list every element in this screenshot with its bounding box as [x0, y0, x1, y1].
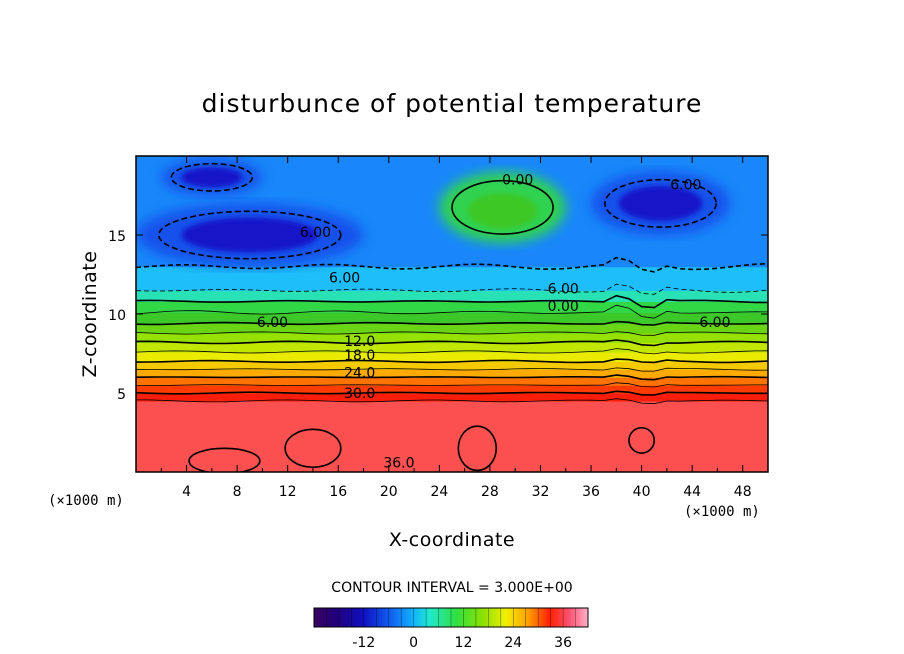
- x-tick-label: 28: [481, 484, 499, 500]
- contour-line: [136, 374, 768, 381]
- field-band: [136, 332, 768, 344]
- y-tick-label: 10: [108, 308, 126, 324]
- zero-contour: [451, 179, 554, 235]
- field-band: [136, 400, 768, 472]
- x-tick-label: 40: [633, 484, 651, 500]
- contour-line: [136, 390, 768, 396]
- temperature-field: [136, 156, 768, 472]
- contour-label: 36.0: [383, 456, 414, 472]
- warm-contour: [628, 426, 656, 454]
- contour-label: 6.00: [300, 225, 331, 241]
- contour-line: [136, 331, 768, 336]
- colorbar-tick-label: 0: [409, 635, 418, 651]
- cold-anomaly-core: [618, 186, 703, 221]
- y-tick-label: 5: [117, 387, 126, 403]
- y-axis-ticks: 5 10 15: [108, 229, 768, 403]
- x-tick-label: 20: [380, 484, 398, 500]
- x-tick-label: 16: [329, 484, 347, 500]
- field-band: [136, 369, 768, 378]
- warm-contour: [284, 428, 342, 469]
- colorbar-tick-label: -12: [352, 635, 375, 651]
- field-band: [136, 342, 768, 353]
- contour-labels: 0.00 6.006.006.006.000.006.00 6.0012.018.0…: [257, 173, 731, 472]
- field-band: [136, 312, 768, 325]
- colorbar-ticks: -12 0 12 24 36: [326, 608, 576, 651]
- contour-label: 6.00: [699, 315, 730, 331]
- y-tick-label: 15: [108, 229, 126, 245]
- contour-line: [136, 320, 768, 326]
- contour-label: 0.00: [502, 173, 533, 189]
- negative-contour: [157, 210, 342, 260]
- field-band: [136, 290, 768, 302]
- contour-line: [136, 358, 768, 364]
- contour-label: 24.0: [344, 365, 375, 381]
- negative-contour: [170, 162, 254, 192]
- colorbar-tick-label: 36: [554, 635, 572, 651]
- contour-line: [136, 398, 768, 405]
- x-tick-label: 36: [582, 484, 600, 500]
- warm-contour: [457, 425, 498, 472]
- cold-anomaly-core: [181, 217, 319, 253]
- field-band: [136, 377, 768, 386]
- contour-line: [136, 348, 768, 355]
- field-band: [136, 385, 768, 394]
- y-unit-label: (×1000 m): [48, 493, 124, 509]
- warm-contour: [188, 447, 261, 472]
- y-axis-label: Z-coordinate: [79, 251, 101, 378]
- field-band: [136, 323, 768, 334]
- x-tick-label: 32: [532, 484, 550, 500]
- contour-interval-label: CONTOUR INTERVAL = 3.000E+00: [331, 580, 572, 596]
- contour-lines: [136, 162, 768, 472]
- field-band: [136, 361, 768, 370]
- field-band: [136, 266, 768, 291]
- contour-line: [136, 256, 768, 273]
- contour-label: 0.00: [548, 299, 579, 315]
- field-band: [136, 301, 768, 314]
- colorbar-tick-label: 12: [455, 635, 473, 651]
- field-band: [136, 351, 768, 362]
- contour-label: 6.00: [257, 315, 288, 331]
- contour-line: [136, 294, 768, 309]
- x-axis-ticks: 4 8 12 16 20 24 28 32 36 40 44 48: [160, 156, 752, 500]
- contour-line: [136, 304, 768, 319]
- colorbar-tick-label: 24: [504, 635, 522, 651]
- cold-anomaly-core: [181, 167, 243, 188]
- contour-label: 6.00: [329, 271, 360, 287]
- x-unit-label: (×1000 m): [684, 504, 760, 520]
- x-tick-label: 24: [430, 484, 448, 500]
- chart-title: disturbunce of potential temperature: [202, 89, 703, 118]
- x-tick-label: 44: [683, 484, 701, 500]
- contour-label: 6.00: [548, 282, 579, 298]
- contour-line: [136, 382, 768, 388]
- x-tick-label: 48: [734, 484, 752, 500]
- negative-contour: [604, 178, 717, 228]
- contour-line: [136, 367, 768, 372]
- contour-label: 12.0: [344, 334, 375, 350]
- x-tick-label: 4: [182, 484, 191, 500]
- x-tick-label: 12: [279, 484, 297, 500]
- contour-line: [136, 283, 768, 295]
- contour-label: 30.0: [344, 386, 375, 402]
- warm-anomaly-core: [467, 193, 538, 229]
- contour-label: 6.00: [670, 177, 701, 193]
- x-tick-label: 8: [233, 484, 242, 500]
- x-axis-label: X-coordinate: [389, 529, 515, 551]
- contour-label: 18.0: [344, 348, 375, 364]
- contour-line: [136, 339, 768, 347]
- field-band: [136, 393, 768, 402]
